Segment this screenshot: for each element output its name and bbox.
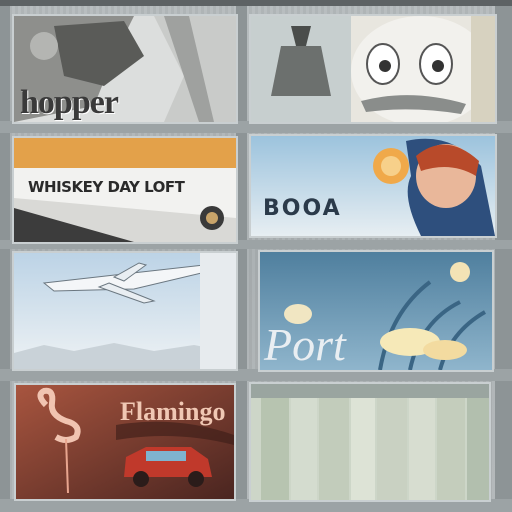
left-post bbox=[0, 6, 10, 512]
poster-cartoon-face-art bbox=[251, 16, 495, 122]
poster-port-title: Port bbox=[264, 319, 346, 370]
poster-airplane bbox=[12, 251, 238, 371]
poster-airplane-art bbox=[14, 253, 236, 369]
poster-whiskey-title: WHISKEY DAY LOFT bbox=[28, 178, 185, 196]
poster-whiskey: WHISKEY DAY LOFT bbox=[12, 136, 238, 244]
poster-port: Port bbox=[258, 250, 494, 372]
poster-booa-art bbox=[251, 136, 495, 236]
beam-row-2 bbox=[0, 240, 512, 249]
poster-wood-planks-art bbox=[251, 384, 489, 500]
poster-whiskey-art bbox=[14, 138, 236, 242]
poster-booa-title: BOOA bbox=[263, 196, 342, 221]
poster-cartoon-face bbox=[249, 14, 497, 124]
top-bar bbox=[0, 0, 512, 6]
center-post bbox=[236, 6, 247, 512]
right-post bbox=[495, 6, 512, 512]
poster-wood-planks bbox=[249, 382, 491, 502]
poster-booa: BOOA bbox=[249, 134, 497, 238]
beam-row-1 bbox=[0, 121, 512, 133]
poster-flamingo-title: Flamingo bbox=[120, 397, 226, 426]
poster-port-art bbox=[260, 252, 492, 370]
poster-flamingo: Flamingo bbox=[14, 383, 236, 501]
poster-hopper-title: hopper bbox=[20, 84, 119, 121]
poster-hopper-art bbox=[14, 16, 236, 122]
beam-row-4 bbox=[0, 499, 512, 512]
beam-row-3 bbox=[0, 369, 512, 381]
poster-flamingo-art bbox=[16, 385, 234, 499]
poster-hopper: hopper bbox=[12, 14, 238, 124]
